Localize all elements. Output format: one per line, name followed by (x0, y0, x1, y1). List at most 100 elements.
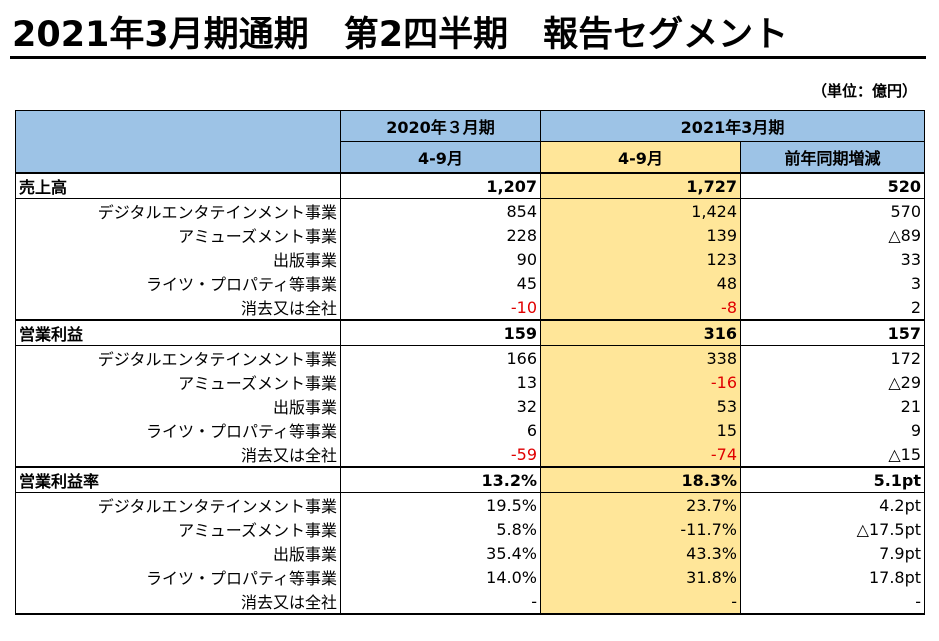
unit-label: （単位：億円） (811, 82, 917, 100)
table-row: ライツ・プロパティ等事業 14.0% 31.8% 17.8pt (15, 565, 926, 589)
value-2021: 1,424 (540, 198, 741, 223)
value-2020: 13 (340, 370, 541, 394)
value-yoy: 7.9pt (739, 541, 926, 565)
value-2020: 90 (340, 247, 541, 271)
value-yoy: 157 (739, 319, 926, 346)
value-2021: 139 (540, 223, 741, 247)
row-label: 営業利益 (15, 319, 341, 346)
value-2020: 5.8% (340, 517, 541, 541)
value-2021: - (540, 589, 741, 615)
row-label: アミューズメント事業 (15, 370, 341, 394)
segment-table: 2020年３月期 2021年3月期 4-9月 4-9月 前年同期増減 売上高 1,… (15, 110, 926, 615)
table-row: アミューズメント事業 228 139 △89 (15, 223, 926, 247)
row-label: ライツ・プロパティ等事業 (15, 565, 341, 589)
header-2021: 2021年3月期 (539, 110, 926, 142)
value-2021: 53 (540, 394, 741, 418)
value-yoy: △29 (739, 370, 926, 394)
value-2020: 13.2% (340, 466, 541, 493)
header-yoy: 前年同期増減 (739, 141, 926, 174)
table-row: ライツ・プロパティ等事業 6 15 9 (15, 418, 926, 442)
table-row: 消去又は全社 -10 -8 2 (15, 295, 926, 320)
table-row: ライツ・プロパティ等事業 45 48 3 (15, 271, 926, 295)
value-2021: 48 (540, 271, 741, 295)
table-row: 消去又は全社 - - - (15, 589, 926, 615)
section-row: 売上高 1,207 1,727 520 (15, 172, 926, 199)
value-2021: 1,727 (540, 172, 741, 199)
value-2021: 23.7% (540, 492, 741, 517)
table-row: 消去又は全社 -59 -74 △15 (15, 442, 926, 467)
table-row: アミューズメント事業 13 -16 △29 (15, 370, 926, 394)
page-title: 2021年3月期通期 第2四半期 報告セグメント (12, 15, 789, 55)
row-label: 出版事業 (15, 247, 341, 271)
value-2020: 14.0% (340, 565, 541, 589)
row-label: デジタルエンタテインメント事業 (15, 198, 341, 223)
value-yoy: 5.1pt (739, 466, 926, 493)
row-label: 売上高 (15, 172, 341, 199)
section-row: 営業利益 159 316 157 (15, 319, 926, 346)
header-2020-period: 4-9月 (340, 141, 541, 174)
value-2021: 316 (540, 319, 741, 346)
title-underline (10, 56, 926, 59)
table-row: 出版事業 90 123 33 (15, 247, 926, 271)
value-yoy: △15 (739, 442, 926, 467)
value-2020: 6 (340, 418, 541, 442)
row-label: ライツ・プロパティ等事業 (15, 418, 341, 442)
header-2020: 2020年３月期 (340, 110, 541, 142)
value-2020: 45 (340, 271, 541, 295)
section-row: 営業利益率 13.2% 18.3% 5.1pt (15, 466, 926, 493)
value-2020: - (340, 589, 541, 615)
value-2021: -8 (540, 295, 741, 320)
value-2020: 35.4% (340, 541, 541, 565)
table-row: デジタルエンタテインメント事業 854 1,424 570 (15, 198, 926, 223)
value-2021: 31.8% (540, 565, 741, 589)
value-2020: 32 (340, 394, 541, 418)
value-yoy: 3 (739, 271, 926, 295)
row-label: 出版事業 (15, 541, 341, 565)
value-2020: -59 (340, 442, 541, 467)
row-label: デジタルエンタテインメント事業 (15, 345, 341, 370)
value-2021: 43.3% (540, 541, 741, 565)
value-2021: -11.7% (540, 517, 741, 541)
value-yoy: - (739, 589, 926, 615)
value-2021: 15 (540, 418, 741, 442)
value-2020: 854 (340, 198, 541, 223)
value-2021: 338 (540, 345, 741, 370)
value-2021: 18.3% (540, 466, 741, 493)
value-2020: 19.5% (340, 492, 541, 517)
value-2020: 1,207 (340, 172, 541, 199)
value-yoy: 33 (739, 247, 926, 271)
header-row-year: 2020年３月期 2021年3月期 (15, 110, 926, 174)
value-2020: 159 (340, 319, 541, 346)
row-label: アミューズメント事業 (15, 517, 341, 541)
value-2021: 123 (540, 247, 741, 271)
value-2021: -74 (540, 442, 741, 467)
value-yoy: 17.8pt (739, 565, 926, 589)
row-label: アミューズメント事業 (15, 223, 341, 247)
value-yoy: 2 (739, 295, 926, 320)
value-2020: 228 (340, 223, 541, 247)
header-blank (15, 110, 341, 174)
value-yoy: 172 (739, 345, 926, 370)
table-row: デジタルエンタテインメント事業 19.5% 23.7% 4.2pt (15, 492, 926, 517)
value-2020: -10 (340, 295, 541, 320)
row-label: 営業利益率 (15, 466, 341, 493)
row-label: ライツ・プロパティ等事業 (15, 271, 341, 295)
value-yoy: △17.5pt (739, 517, 926, 541)
value-yoy: 21 (739, 394, 926, 418)
table-row: 出版事業 32 53 21 (15, 394, 926, 418)
row-label: 消去又は全社 (15, 442, 341, 467)
row-label: 消去又は全社 (15, 589, 341, 615)
value-2020: 166 (340, 345, 541, 370)
header-2021-period: 4-9月 (540, 141, 741, 174)
row-label: 消去又は全社 (15, 295, 341, 320)
value-yoy: 9 (739, 418, 926, 442)
value-yoy: △89 (739, 223, 926, 247)
value-2021: -16 (540, 370, 741, 394)
value-yoy: 4.2pt (739, 492, 926, 517)
table-row: デジタルエンタテインメント事業 166 338 172 (15, 345, 926, 370)
value-yoy: 570 (739, 198, 926, 223)
table-row: 出版事業 35.4% 43.3% 7.9pt (15, 541, 926, 565)
header-row-period: 4-9月 4-9月 前年同期増減 (16, 141, 926, 174)
row-label: デジタルエンタテインメント事業 (15, 492, 341, 517)
value-yoy: 520 (739, 172, 926, 199)
